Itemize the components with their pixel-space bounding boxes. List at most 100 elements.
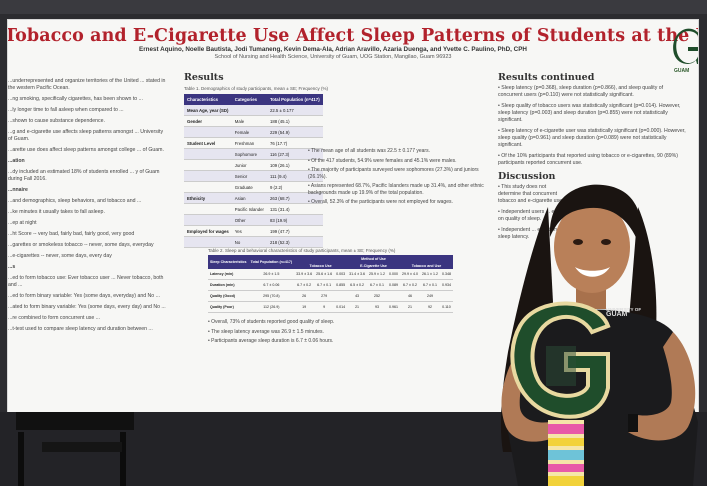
right-bullet: • Sleep latency (p=0.368), sleep duratio…: [498, 85, 664, 98]
left-fragment: ...ke minutes it usually takes to fall a…: [8, 209, 105, 215]
table1-cell: Freshman: [231, 137, 267, 149]
right-bullet: • Sleep quality of tobacco users was sta…: [498, 103, 681, 123]
discussion-heading: Discussion: [498, 171, 556, 182]
table2-cell: 0.855: [334, 279, 348, 291]
table1-row: Student Level Freshman 76 (17.7): [184, 137, 323, 149]
table1-cell: Mean Age, year (SD): [184, 105, 232, 116]
left-fragment: ...g and e-cigarette use affects sleep p…: [8, 129, 164, 142]
left-fragment: ...ht Score -- very bad, fairly bad, fai…: [8, 231, 135, 237]
results-bullet: • The mean age of all students was 22.5 …: [308, 148, 430, 154]
table2-cell: 26.1 ± 1.2: [419, 269, 440, 280]
table2-cell: 31.4 ± 3.6: [347, 269, 368, 280]
left-fragment: ...ed to form tobacco use: Ever tobacco …: [8, 275, 164, 288]
letter-g-prop-icon: [510, 301, 611, 419]
results-bullet: • Of the 417 students, 54.9% were female…: [308, 157, 457, 164]
table2-cell: 0.934: [439, 279, 453, 291]
table1-row: Employed for wages Yes 199 (47.7): [184, 225, 323, 237]
logo-caption: GUAM: [674, 68, 690, 74]
table2-cell: 112 (26.9): [248, 301, 295, 313]
table2-cell: 29.9 ± 4.0: [400, 269, 420, 280]
table2-row: Quality (Good) 295 (70.8) 26 279 43 252 46 249: [208, 290, 453, 302]
table2-cell: 6.7 ± 0.1: [314, 279, 335, 291]
table1-cell: 22.5 ± 0.177: [266, 105, 323, 116]
university-logo-icon: [673, 28, 698, 64]
table1-row: Pacific Islander 131 (31.4): [184, 203, 323, 215]
table2-cell: 93: [367, 301, 388, 313]
poster-title: Tobacco and E-Cigarette Use Affect Sleep…: [8, 26, 698, 46]
table1-header: Total Population (n=417): [266, 94, 323, 105]
table1-cell: 131 (31.4): [266, 203, 323, 215]
table1-cell: [184, 148, 232, 160]
sleep-bullet: • The sleep latency average was 26.9 ± 1…: [208, 328, 324, 335]
sleep-table-block: Table 2. Sleep and behavioral characteri…: [208, 248, 496, 348]
results-continued-heading: Results continued: [498, 72, 595, 83]
table1-cell: 83 (19.9): [266, 214, 323, 226]
results-bullet: • Asians represented 68.7%, Pacific Isla…: [308, 183, 484, 196]
table2-cell: 19: [294, 301, 315, 313]
table1-cell: Gender: [184, 115, 232, 127]
discussion-bullet: • This study does not determine that con…: [498, 184, 568, 204]
left-fragment: ...e-cigarettes -- never, some days, eve…: [8, 253, 112, 259]
table2-subheader: E-Cigarette Use: [347, 262, 401, 269]
table2-cell: 0.000: [387, 269, 401, 280]
discussion-bullet: • Independent users ... effect on qualit…: [498, 209, 565, 222]
results-bullet: • The majority of participants surveyed …: [308, 167, 479, 180]
left-fragment: ...s: [8, 264, 16, 270]
table1-cell: Graduate: [231, 181, 267, 193]
table1-cell: 76 (17.7): [266, 137, 323, 149]
table2-cell: 46: [400, 290, 420, 302]
table1-cell: Pacific Islander: [231, 203, 267, 215]
poster-right-column: Results continued • Sleep latency (p=0.3…: [498, 72, 688, 245]
table1-cell: 263 (68.7): [266, 192, 323, 204]
left-fragment: ...dy included an estimated 18% of stude…: [8, 169, 160, 182]
table1-cell: Male: [231, 115, 267, 127]
shirt-logo-text: UNIVERSITY OF GUAM: [606, 307, 642, 318]
table1-row: Senior 111 (9.4): [184, 170, 323, 182]
table1-cell: 109 (26.1): [266, 159, 323, 171]
table1-cell: 116 (27.3): [266, 148, 323, 160]
sleep-bullet: • Overall, 73% of students reported good…: [208, 319, 335, 325]
table2-cell: Quality (Good): [208, 290, 249, 302]
name-badge-icon: [548, 420, 584, 486]
table1-cell: [184, 170, 232, 182]
table2-cell: 6.7 ± 0.1: [419, 279, 440, 291]
table1-cell: [184, 159, 232, 171]
table2-cell: 6.5 ± 0.2: [347, 279, 368, 291]
left-fragment: ...arette use does affect sleep patterns…: [8, 147, 164, 153]
table2-cell: 6.7 ± 0.2: [400, 279, 420, 291]
results-heading: Results: [184, 72, 224, 83]
table1-cell: Asian: [231, 192, 267, 204]
table2-cell: 92: [419, 301, 440, 313]
shirt-logo-line: GUAM: [606, 311, 628, 318]
table2-cell: 21: [347, 301, 368, 313]
table1-cell: Student Level: [184, 137, 232, 149]
table2-caption: Table 2. Sleep and behavioral characteri…: [208, 248, 396, 253]
table2-cell: 295 (70.8): [248, 290, 295, 302]
table1-cell: 229 (54.9): [266, 126, 323, 138]
table2-cell: 249: [419, 290, 440, 302]
left-fragment: ...ated to form binary variable: Yes (so…: [8, 304, 166, 310]
discussion-bullet: • Independent ... effect on sleep latenc…: [498, 227, 558, 240]
right-bullet: • Of the 10% participants that reported …: [498, 153, 679, 166]
table1-cell: 218 (52.3): [266, 236, 323, 248]
left-fragment: ...re combined to form concurrent use ..…: [8, 315, 100, 321]
shirt-logo-line: UNIVERSITY OF: [606, 307, 642, 312]
ceiling-strip: [0, 0, 707, 14]
table2-cell: 26.9 ± 1.5: [248, 269, 295, 280]
left-fragment: ...and demographics, sleep behaviors, an…: [8, 198, 142, 204]
table1-cell: [184, 181, 232, 193]
left-fragment: ...ed to form binary variable: Yes (some…: [8, 293, 160, 299]
demographics-table: Characteristics Categories Total Populat…: [184, 94, 323, 248]
table2-row: Quality (Poor) 112 (26.9) 19 9 0.014 21 93 0.96…: [208, 301, 453, 313]
table1-cell: Sophomore: [231, 148, 267, 160]
table2-cell: 6.7 ± 0.2: [294, 279, 315, 291]
table2-cell: [387, 290, 401, 302]
table2-cell: 6.7 ± 0.06: [248, 279, 295, 291]
left-fragment: ...garettes or smokeless tobacco -- neve…: [8, 242, 154, 248]
table1-cell: Female: [231, 126, 267, 138]
table2-cell: [439, 290, 453, 302]
right-bullet: • Sleep latency of e-cigarette user was …: [498, 128, 686, 148]
table2-cell: 252: [367, 290, 388, 302]
table1-row: Junior 109 (26.1): [184, 159, 323, 171]
table1-cell: [184, 126, 232, 138]
